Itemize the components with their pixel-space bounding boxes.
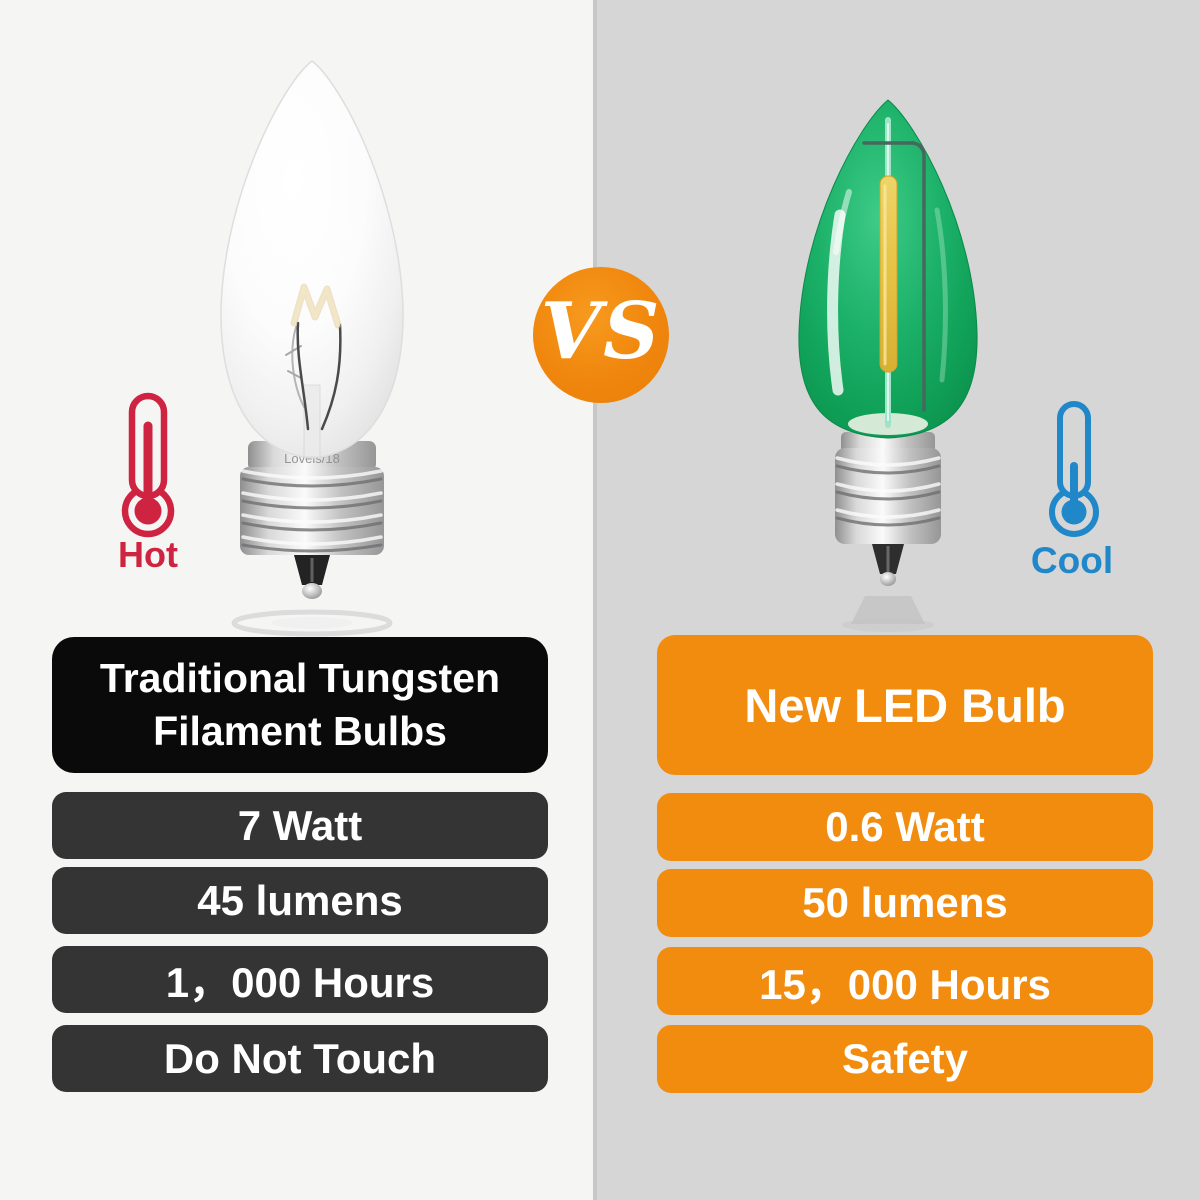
tungsten-bulb-glass	[220, 60, 404, 459]
tungsten-bulb-image: Lovels/18	[220, 60, 404, 637]
glass-highlight	[827, 189, 948, 396]
vs-label: VS	[540, 285, 662, 377]
tungsten-row-lumens: 45 lumens	[52, 867, 548, 934]
led-bulb-base	[835, 432, 941, 632]
tungsten-title-line1: Traditional Tungsten	[99, 654, 501, 701]
led-row-lumens: 50 lumens	[657, 869, 1153, 937]
tungsten-title: Traditional Tungsten Filament Bulbs	[52, 637, 548, 773]
bulb-shadow	[851, 596, 925, 624]
led-bulb-image	[798, 99, 978, 632]
tungsten-filament	[285, 283, 342, 458]
tungsten-bulb-base: Lovels/18	[231, 441, 393, 637]
led-row-safety: Safety	[657, 1025, 1153, 1093]
tungsten-row-wattage: 7 Watt	[52, 792, 548, 859]
led-filament	[848, 117, 928, 435]
hot-label: Hot	[118, 534, 178, 575]
bulb-reflection	[231, 609, 393, 637]
tungsten-row-lifetime: 1，000 Hours	[52, 946, 548, 1013]
led-row-lifetime: 15，000 Hours	[657, 947, 1153, 1015]
tungsten-title-line2: Filament Bulbs	[153, 708, 447, 754]
vs-badge: VS	[533, 267, 669, 403]
led-title: New LED Bulb	[657, 635, 1153, 775]
thermometer-cool-icon	[1049, 401, 1099, 537]
thermometer-hot-icon	[121, 392, 175, 538]
tungsten-row-safety: Do Not Touch	[52, 1025, 548, 1092]
cool-label: Cool	[1030, 540, 1114, 581]
led-row-wattage: 0.6 Watt	[657, 793, 1153, 861]
